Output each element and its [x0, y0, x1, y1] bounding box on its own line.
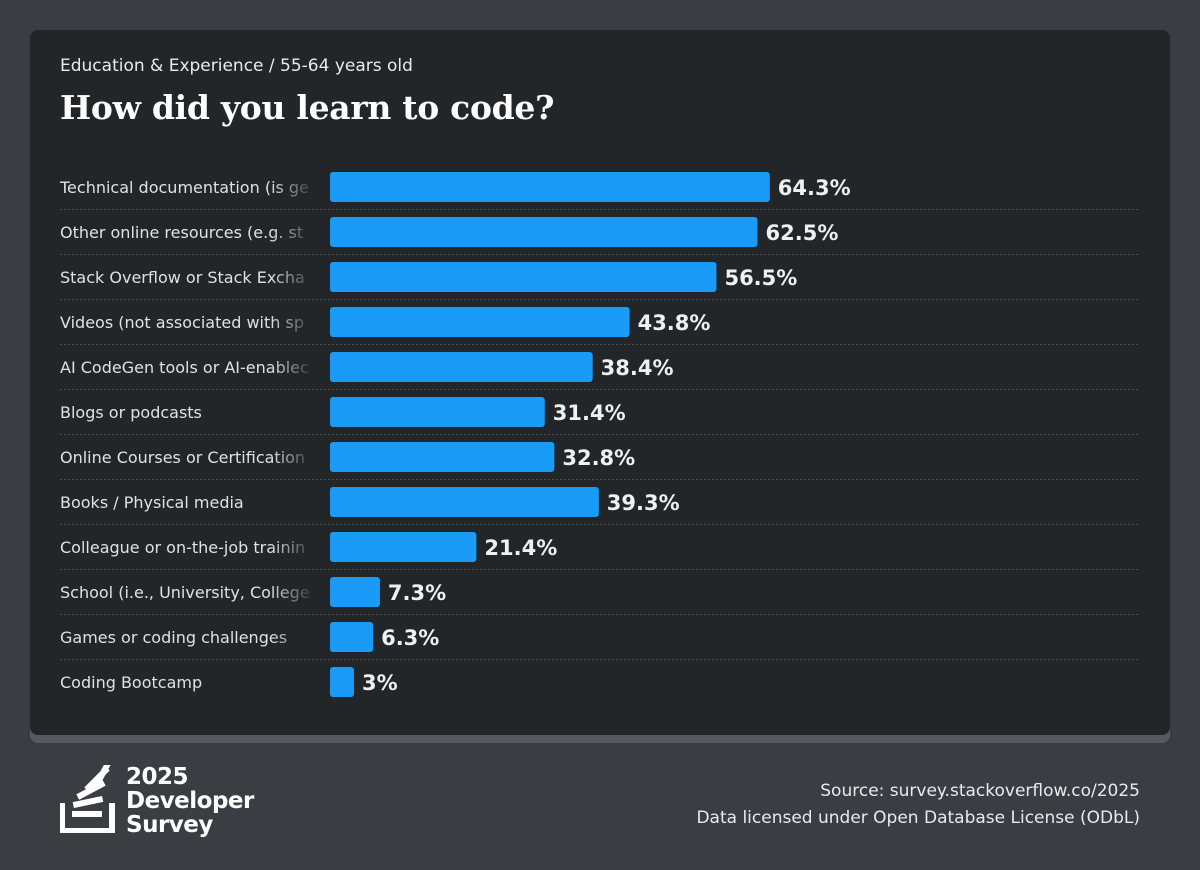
category-label: AI CodeGen tools or AI-enablec [60, 358, 309, 377]
label-fade [270, 218, 316, 246]
value-label: 21.4% [484, 536, 557, 560]
category-label: Books / Physical media [60, 493, 244, 512]
bar [330, 622, 374, 652]
label-fade [270, 353, 316, 381]
bar [330, 262, 717, 292]
license-text: Data licensed under Open Database Licens… [696, 808, 1140, 828]
label-fade [270, 533, 316, 561]
bar [330, 442, 555, 472]
bar [330, 532, 477, 562]
bar-chart: Technical documentation (is ge 64.3% Other… [59, 172, 1140, 697]
category-label: School (i.e., University, College [60, 583, 310, 602]
category-label: Videos (not associated with sp [60, 313, 304, 332]
logo-year: 2025 [126, 764, 189, 790]
value-label: 6.3% [381, 626, 439, 650]
label-fade [270, 173, 316, 201]
bar [330, 397, 545, 427]
label-fade [270, 623, 316, 651]
category-label: Colleague or on-the-job trainin [60, 538, 305, 557]
category-label: Other online resources (e.g. st [60, 223, 303, 242]
value-label: 39.3% [607, 491, 680, 515]
chart-card: Education & Experience / 55-64 years old… [30, 30, 1170, 735]
label-fade [270, 443, 316, 471]
category-label: Technical documentation (is ge [59, 178, 309, 197]
page-title: How did you learn to code? [60, 88, 555, 127]
value-label: 7.3% [388, 581, 446, 605]
bar [330, 667, 354, 697]
category-label: Games or coding challenges [60, 628, 287, 647]
category-label: Coding Bootcamp [60, 673, 202, 692]
value-label: 64.3% [778, 176, 851, 200]
bar [330, 577, 380, 607]
stack-logo-icon [59, 757, 115, 834]
bar [330, 352, 593, 382]
bar [330, 217, 758, 247]
value-label: 31.4% [553, 401, 626, 425]
value-label: 62.5% [766, 221, 839, 245]
value-label: 43.8% [638, 311, 711, 335]
label-fade [270, 398, 316, 426]
logo-line-developer: Developer [126, 788, 254, 814]
logo-line-survey: Survey [126, 812, 213, 838]
bar [330, 487, 599, 517]
label-fade [270, 488, 316, 516]
bar [330, 307, 630, 337]
label-fade [270, 578, 316, 606]
value-label: 56.5% [724, 266, 797, 290]
label-fade [270, 668, 316, 696]
value-label: 3% [362, 671, 398, 695]
value-label: 38.4% [601, 356, 674, 380]
value-label: 32.8% [562, 446, 635, 470]
label-fade [270, 308, 316, 336]
source-text: Source: survey.stackoverflow.co/2025 [820, 781, 1140, 801]
category-label: Stack Overflow or Stack Excha [60, 268, 305, 287]
bar [330, 172, 770, 202]
category-label: Blogs or podcasts [60, 403, 202, 422]
category-label: Online Courses or Certification [60, 448, 305, 467]
footer: Source: survey.stackoverflow.co/2025 Dat… [696, 778, 1140, 832]
survey-logo: 2025 Developer Survey [59, 757, 254, 840]
breadcrumb: Education & Experience / 55-64 years old [60, 56, 413, 76]
label-fade [270, 263, 316, 291]
